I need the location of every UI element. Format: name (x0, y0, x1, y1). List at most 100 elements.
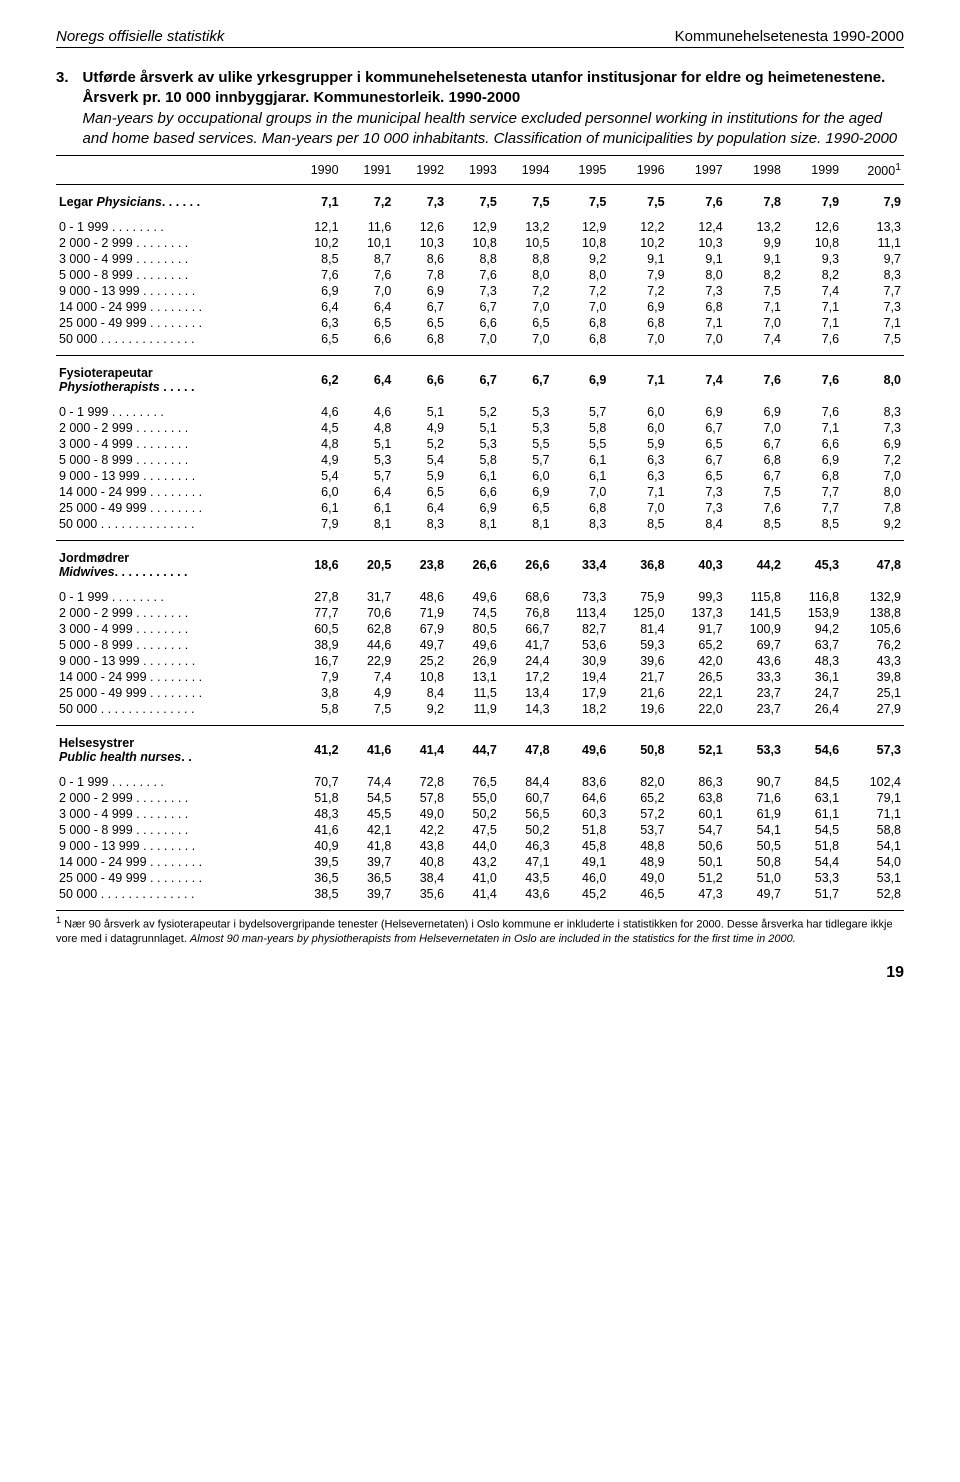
cell-value: 82,7 (553, 621, 610, 637)
cell-value: 6,8 (553, 315, 610, 331)
cell-value: 48,9 (609, 854, 667, 870)
row-label: 3 000 - 4 999 . . . . . . . . (56, 251, 289, 267)
cell-value: 6,9 (668, 404, 726, 420)
cell-value: 9,1 (609, 251, 667, 267)
cell-value: 6,4 (342, 484, 395, 500)
cell-value: 74,5 (447, 605, 500, 621)
row-label: 14 000 - 24 999 . . . . . . . . (56, 854, 289, 870)
section-head-value: 7,4 (668, 356, 726, 399)
section-head-value: 7,6 (726, 356, 784, 399)
row-label: 5 000 - 8 999 . . . . . . . . (56, 452, 289, 468)
cell-value: 8,0 (553, 267, 610, 283)
row-label: 3 000 - 4 999 . . . . . . . . (56, 806, 289, 822)
cell-value: 10,3 (394, 235, 447, 251)
cell-value: 13,4 (500, 685, 553, 701)
cell-value: 12,6 (394, 219, 447, 235)
cell-value: 6,9 (726, 404, 784, 420)
cell-value: 54,1 (726, 822, 784, 838)
cell-value: 9,3 (784, 251, 842, 267)
row-label: 9 000 - 13 999 . . . . . . . . (56, 653, 289, 669)
cell-value: 71,1 (842, 806, 904, 822)
cell-value: 8,3 (553, 516, 610, 532)
table-row: 5 000 - 8 999 . . . . . . . .4,95,35,45,… (56, 452, 904, 468)
cell-value: 7,9 (289, 516, 342, 532)
cell-value: 67,9 (394, 621, 447, 637)
row-label: 0 - 1 999 . . . . . . . . (56, 404, 289, 420)
cell-value: 83,6 (553, 774, 610, 790)
cell-value: 73,3 (553, 589, 610, 605)
section-label: JordmødrerMidwives. . . . . . . . . . . (56, 541, 289, 584)
cell-value: 7,0 (447, 331, 500, 347)
row-label: 50 000 . . . . . . . . . . . . . . (56, 331, 289, 347)
cell-value: 6,8 (609, 315, 667, 331)
cell-value: 7,8 (842, 500, 904, 516)
table-row: 2 000 - 2 999 . . . . . . . .51,854,557,… (56, 790, 904, 806)
cell-value: 10,2 (289, 235, 342, 251)
cell-value: 45,2 (553, 886, 610, 902)
cell-value: 6,1 (289, 500, 342, 516)
section-head-value: 45,3 (784, 541, 842, 584)
cell-value: 56,5 (500, 806, 553, 822)
cell-value: 43,3 (842, 653, 904, 669)
table-row: 2 000 - 2 999 . . . . . . . .4,54,84,95,… (56, 420, 904, 436)
cell-value: 6,8 (784, 468, 842, 484)
cell-value: 49,1 (553, 854, 610, 870)
cell-value: 4,8 (342, 420, 395, 436)
cell-value: 13,3 (842, 219, 904, 235)
cell-value: 7,3 (668, 283, 726, 299)
cell-value: 38,4 (394, 870, 447, 886)
cell-value: 63,1 (784, 790, 842, 806)
cell-value: 4,9 (342, 685, 395, 701)
cell-value: 65,2 (668, 637, 726, 653)
cell-value: 8,0 (842, 484, 904, 500)
cell-value: 5,2 (447, 404, 500, 420)
cell-value: 7,0 (609, 331, 667, 347)
cell-value: 141,5 (726, 605, 784, 621)
cell-value: 27,8 (289, 589, 342, 605)
section-head-value: 47,8 (842, 541, 904, 584)
cell-value: 22,0 (668, 701, 726, 717)
row-label: 14 000 - 24 999 . . . . . . . . (56, 299, 289, 315)
cell-value: 60,5 (289, 621, 342, 637)
row-label: 3 000 - 4 999 . . . . . . . . (56, 621, 289, 637)
cell-value: 9,2 (553, 251, 610, 267)
title-italic: Man-years by occupational groups in the … (83, 110, 898, 147)
cell-value: 6,6 (342, 331, 395, 347)
cell-value: 79,1 (842, 790, 904, 806)
section-head-value: 49,6 (553, 726, 610, 769)
cell-value: 11,6 (342, 219, 395, 235)
cell-value: 116,8 (784, 589, 842, 605)
cell-value: 7,1 (668, 315, 726, 331)
cell-value: 10,8 (784, 235, 842, 251)
section-head-value: 41,2 (289, 726, 342, 769)
col-header-year: 1992 (394, 156, 447, 185)
cell-value: 137,3 (668, 605, 726, 621)
table-row: 25 000 - 49 999 . . . . . . . .3,84,98,4… (56, 685, 904, 701)
cell-value: 10,1 (342, 235, 395, 251)
section-head-value: 7,5 (447, 185, 500, 214)
cell-value: 53,6 (553, 637, 610, 653)
cell-value: 5,1 (394, 404, 447, 420)
title-text: Utførde årsverk av ulike yrkesgrupper i … (83, 68, 904, 149)
cell-value: 17,9 (553, 685, 610, 701)
cell-value: 7,1 (784, 299, 842, 315)
cell-value: 7,0 (500, 331, 553, 347)
row-label: 25 000 - 49 999 . . . . . . . . (56, 870, 289, 886)
cell-value: 9,1 (668, 251, 726, 267)
cell-value: 6,1 (553, 468, 610, 484)
header-left: Noregs offisielle statistikk (56, 28, 224, 45)
cell-value: 50,1 (668, 854, 726, 870)
cell-value: 8,5 (726, 516, 784, 532)
cell-value: 6,8 (553, 500, 610, 516)
cell-value: 5,8 (553, 420, 610, 436)
row-label: 9 000 - 13 999 . . . . . . . . (56, 838, 289, 854)
cell-value: 19,4 (553, 669, 610, 685)
cell-value: 90,7 (726, 774, 784, 790)
cell-value: 5,7 (500, 452, 553, 468)
cell-value: 8,5 (784, 516, 842, 532)
section-head-row: FysioterapeutarPhysiotherapists . . . . … (56, 356, 904, 399)
cell-value: 7,1 (726, 299, 784, 315)
cell-value: 39,7 (342, 886, 395, 902)
cell-value: 8,6 (394, 251, 447, 267)
section-label: Legar Physicians. . . . . . (56, 185, 289, 214)
